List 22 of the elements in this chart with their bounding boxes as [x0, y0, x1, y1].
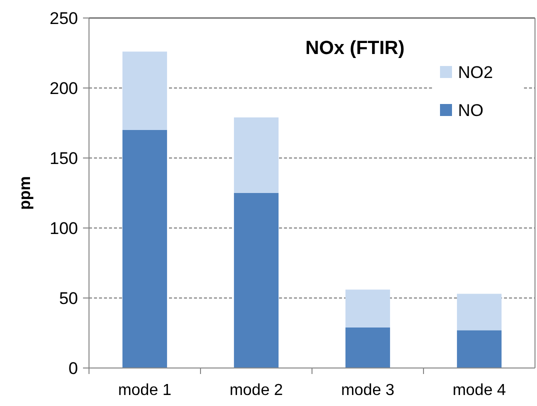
bar — [234, 117, 279, 193]
x-tick-label: mode 2 — [230, 382, 284, 399]
legend-label: NO2 — [458, 62, 493, 82]
legend-label: NO — [458, 100, 484, 120]
bar — [345, 290, 390, 328]
x-tick-label: mode 3 — [341, 382, 395, 399]
x-tick-label: mode 4 — [452, 382, 506, 399]
y-tick-label: 100 — [50, 218, 78, 238]
y-tick-label: 150 — [50, 148, 78, 168]
text: NOx (FTIR) — [305, 38, 405, 59]
bar — [122, 52, 168, 130]
bar — [456, 294, 502, 330]
y-tick-label: 200 — [50, 78, 78, 98]
y-tick-label: 250 — [50, 8, 78, 28]
bar — [122, 130, 168, 368]
y-tick-label: 0 — [68, 358, 78, 378]
x-tick-label: mode 1 — [118, 382, 172, 399]
bar — [456, 330, 502, 368]
bar — [234, 193, 279, 368]
y-axis-title: ppm — [17, 176, 34, 210]
bar — [345, 327, 390, 368]
y-tick-label: 50 — [59, 288, 78, 308]
